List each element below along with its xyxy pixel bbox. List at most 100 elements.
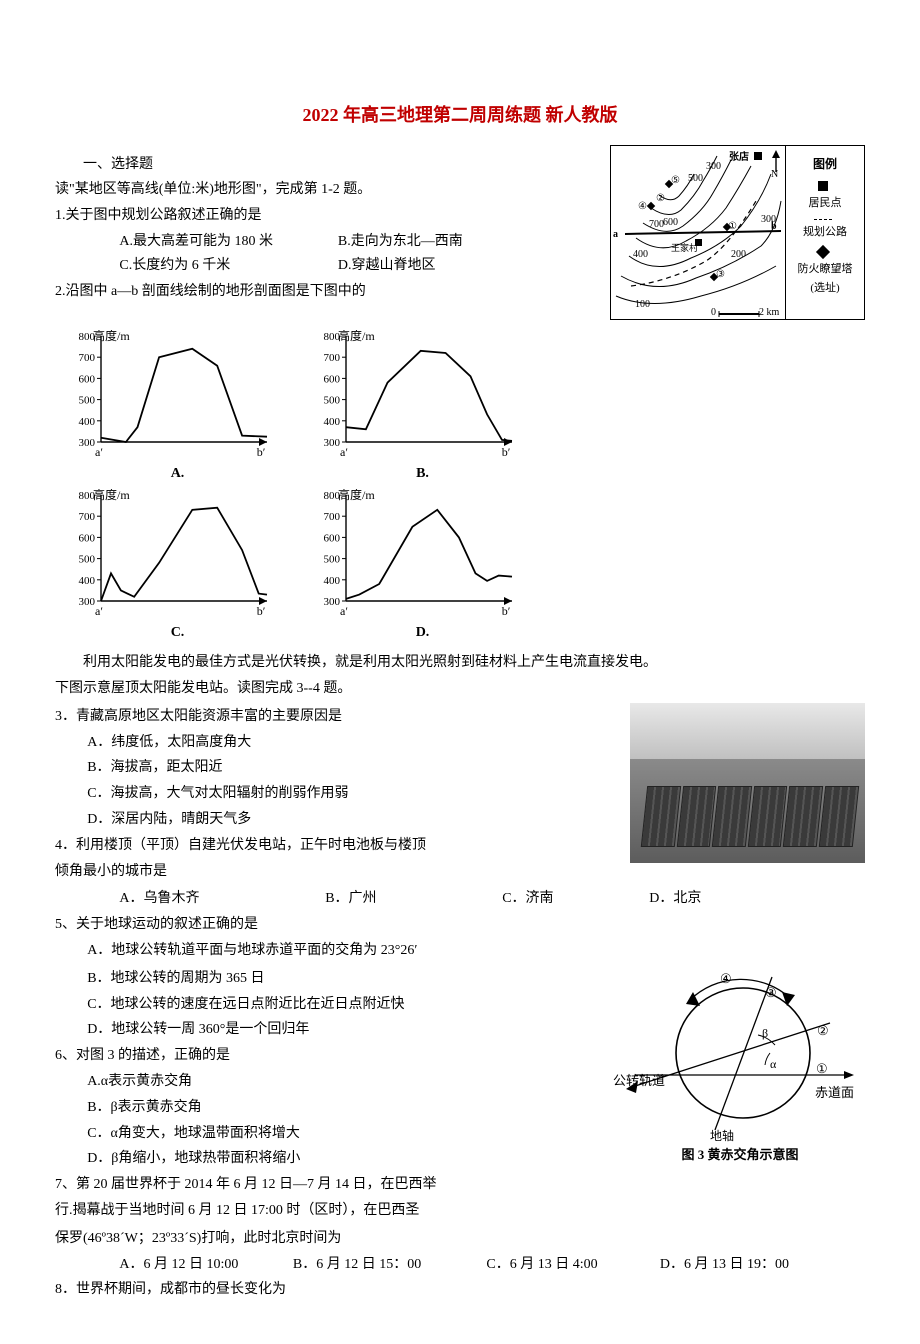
- hcj-orbit: 公转轨道: [613, 1070, 665, 1092]
- svg-text:800: 800: [79, 490, 96, 502]
- map-figure: 张店 N a b 王家村 ① ④ ⑤ ② ③ 100 200 300 300 4…: [610, 145, 865, 320]
- q7-opt-a: A．6 月 12 日 10:00: [87, 1253, 257, 1277]
- map-scaleK: 2 km: [759, 304, 779, 319]
- map-n: N: [771, 166, 778, 183]
- legend-road: 规划公路: [803, 223, 847, 242]
- hcj-c3: ③: [765, 985, 777, 1000]
- hcj-c2: ②: [817, 1023, 829, 1038]
- q7-opt-c: C．6 月 13 日 4:00: [454, 1253, 624, 1277]
- solar-photo: [630, 703, 865, 863]
- chart-C: 高度/m300400500600700800a′b′: [65, 489, 275, 619]
- svg-text:α: α: [770, 1057, 777, 1071]
- map-a: a: [613, 226, 618, 243]
- svg-text:b′: b′: [502, 445, 511, 459]
- hcj-c1: ①: [816, 1061, 828, 1076]
- hcj-equator: 赤道面: [815, 1082, 854, 1104]
- q3-opt-b: B．海拔高，距太阳近: [55, 756, 620, 780]
- svg-text:300: 300: [79, 596, 96, 608]
- svg-text:700: 700: [324, 512, 341, 524]
- svg-text:400: 400: [324, 575, 341, 587]
- svg-text:400: 400: [324, 415, 341, 427]
- svg-text:800: 800: [324, 331, 341, 343]
- svg-text:600: 600: [324, 373, 341, 385]
- q1-opt-a: A.最大高差可能为 180 米: [87, 230, 302, 254]
- q7-line3: 保罗(46º38´W；23º33´S)打响，此时北京时间为: [55, 1227, 865, 1251]
- q6-opt-a: A.α表示黄赤交角: [55, 1070, 605, 1094]
- legend-diamond-icon: [816, 245, 830, 259]
- huangchi-figure: α β ① ② ③ ④ 公转轨道 赤道面 地轴 图 3 黄赤交角示意图: [615, 965, 865, 1166]
- svg-text:600: 600: [324, 533, 341, 545]
- svg-text:300: 300: [324, 437, 341, 449]
- q6-stem: 6、对图 3 的描述，正确的是: [55, 1044, 605, 1068]
- q4-stem-1: 4．利用楼顶（平顶）自建光伏发电站，正午时电池板与楼顶: [55, 834, 620, 858]
- legend-tower1: 防火瞭望塔: [798, 260, 853, 279]
- q4-opt-c: C．济南: [470, 887, 554, 911]
- q2-stem: 2.沿图中 a—b 剖面线绘制的地形剖面图是下图中的: [55, 280, 602, 304]
- passage-2a: 利用太阳能发电的最佳方式是光伏转换，就是利用太阳光照射到硅材料上产生电流直接发电…: [55, 651, 865, 675]
- map-c1: ①: [728, 218, 737, 235]
- svg-text:500: 500: [324, 554, 341, 566]
- q7-opt-d: D．6 月 13 日 19：00: [628, 1253, 789, 1277]
- passage-2b: 下图示意屋顶太阳能发电站。读图完成 3--4 题。: [55, 677, 865, 701]
- svg-text:700: 700: [79, 352, 96, 364]
- q5-stem: 5、关于地球运动的叙述正确的是: [55, 913, 865, 937]
- q3-opt-a: A．纬度低，太阳高度角大: [55, 731, 620, 755]
- q3-opt-d: D．深居内陆，晴朗天气多: [55, 808, 620, 832]
- svg-text:300: 300: [324, 596, 341, 608]
- chart-A: 高度/m300400500600700800a′b′: [65, 330, 275, 460]
- legend-square-icon: [818, 181, 828, 191]
- q6-opt-c: C．α角变大，地球温带面积将增大: [55, 1122, 605, 1146]
- svg-text:a′: a′: [340, 445, 348, 459]
- map-zhangdian: 张店: [729, 149, 749, 166]
- q5-opt-d: D．地球公转一周 360°是一个回归年: [55, 1018, 605, 1042]
- q7-opt-b: B．6 月 12 日 15：00: [261, 1253, 451, 1277]
- chart-label-B: B.: [310, 462, 535, 486]
- map-200: 200: [731, 246, 746, 263]
- hcj-axis: 地轴: [710, 1126, 734, 1146]
- svg-text:500: 500: [324, 394, 341, 406]
- legend-residence: 居民点: [809, 194, 842, 213]
- map-c2: ②: [656, 190, 665, 207]
- svg-text:b′: b′: [257, 604, 266, 618]
- hcj-c4: ④: [720, 971, 732, 986]
- q1-stem: 1.关于图中规划公路叙述正确的是: [55, 204, 602, 228]
- page-title: 2022 年高三地理第二周周练题 新人教版: [55, 100, 865, 131]
- q4-opt-d: D．北京: [617, 887, 701, 911]
- map-300a: 300: [761, 211, 776, 228]
- svg-text:300: 300: [79, 437, 96, 449]
- q4-stem-2: 倾角最小的城市是: [55, 860, 620, 884]
- q7-line1: 7、第 20 届世界杯于 2014 年 6 月 12 日—7 月 14 日，在巴…: [55, 1173, 605, 1197]
- chart-label-C: C.: [65, 621, 290, 645]
- chart-label-A: A.: [65, 462, 290, 486]
- svg-text:b′: b′: [257, 445, 266, 459]
- chart-label-D: D.: [310, 621, 535, 645]
- hcj-caption: 图 3 黄赤交角示意图: [615, 1144, 865, 1166]
- q6-opt-b: B．β表示黄赤交角: [55, 1096, 605, 1120]
- svg-text:600: 600: [79, 373, 96, 385]
- svg-text:b′: b′: [502, 604, 511, 618]
- map-100: 100: [635, 296, 650, 313]
- svg-text:500: 500: [79, 554, 96, 566]
- chart-D: 高度/m300400500600700800a′b′: [310, 489, 520, 619]
- q5-opt-c: C．地球公转的速度在远日点附近比在近日点附近快: [55, 993, 605, 1017]
- svg-text:a′: a′: [95, 604, 103, 618]
- q3-stem: 3．青藏高原地区太阳能资源丰富的主要原因是: [55, 705, 620, 729]
- q5-opt-b: B．地球公转的周期为 365 日: [55, 967, 605, 991]
- legend-title: 图例: [813, 154, 837, 174]
- q4-opt-a: A．乌鲁木齐: [87, 887, 199, 911]
- map-700: 700: [649, 216, 664, 233]
- svg-text:400: 400: [79, 415, 96, 427]
- q6-opt-d: D．β角缩小，地球热带面积将缩小: [55, 1147, 605, 1171]
- passage-1: 读"某地区等高线(单位:米)地形图"，完成第 1-2 题。: [55, 178, 602, 202]
- map-wangjia: 王家村: [671, 241, 698, 256]
- legend-dashed-icon: [814, 219, 832, 220]
- svg-text:β: β: [762, 1026, 768, 1040]
- svg-text:600: 600: [79, 533, 96, 545]
- q8-stem: 8．世界杯期间，成都市的昼长变化为: [55, 1278, 865, 1302]
- profile-charts: 高度/m300400500600700800a′b′A.高度/m30040050…: [65, 330, 865, 646]
- map-500: 500: [688, 170, 703, 187]
- map-scale0: 0: [711, 304, 716, 319]
- svg-text:a′: a′: [340, 604, 348, 618]
- q1-opt-d: D.穿越山脊地区: [306, 254, 436, 278]
- map-400: 400: [633, 246, 648, 263]
